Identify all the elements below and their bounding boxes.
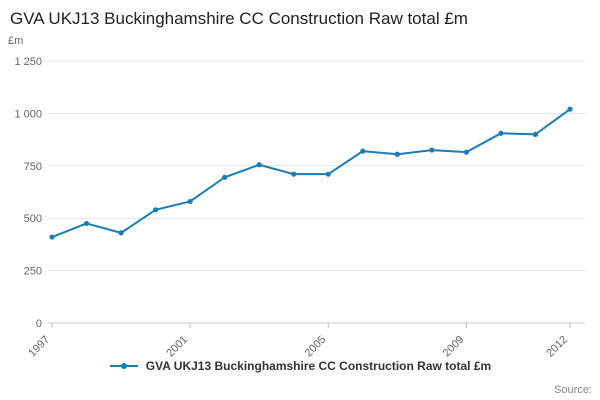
legend-label: GVA UKJ13 Buckinghamshire CC Constructio… <box>145 359 492 373</box>
y-axis-title: £m <box>8 35 24 47</box>
data-point <box>325 171 331 177</box>
x-tick-label: 1997 <box>26 334 52 359</box>
data-point <box>187 198 193 205</box>
x-tick-label: 2009 <box>441 334 467 359</box>
line-chart: 0 250 500 750 1 000 1 250 1997 2001 2005 2009 2012 <box>14 56 585 359</box>
data-line <box>51 108 571 239</box>
data-point <box>49 234 55 240</box>
data-point <box>291 171 297 177</box>
data-point <box>394 151 400 157</box>
y-tick-label: 1 000 <box>14 108 42 120</box>
data-point <box>222 174 228 180</box>
data-point <box>360 148 366 154</box>
y-tick-label: 750 <box>24 161 42 173</box>
legend-item[interactable]: GVA UKJ13 Buckinghamshire CC Constructio… <box>0 359 600 373</box>
data-point <box>463 149 469 155</box>
data-point <box>256 162 262 168</box>
legend-marker-icon <box>120 363 127 369</box>
x-tick-label: 2005 <box>303 334 329 359</box>
y-tick-label: 250 <box>24 266 42 278</box>
x-tick-label: 2001 <box>164 334 190 359</box>
data-point <box>429 147 435 153</box>
data-point <box>153 207 159 213</box>
data-point <box>498 130 504 136</box>
source-label: Source: <box>554 384 592 396</box>
chart-title: GVA UKJ13 Buckinghamshire CC Constructio… <box>10 9 468 28</box>
y-tick-label: 500 <box>24 213 42 225</box>
x-tick-label: 2012 <box>544 334 570 359</box>
data-point <box>118 230 124 236</box>
data-point <box>567 106 573 112</box>
y-tick-label: 0 <box>36 318 42 330</box>
data-point <box>532 131 539 137</box>
legend-swatch <box>109 363 138 369</box>
y-tick-label: 1 250 <box>14 56 42 68</box>
data-point <box>83 220 90 227</box>
